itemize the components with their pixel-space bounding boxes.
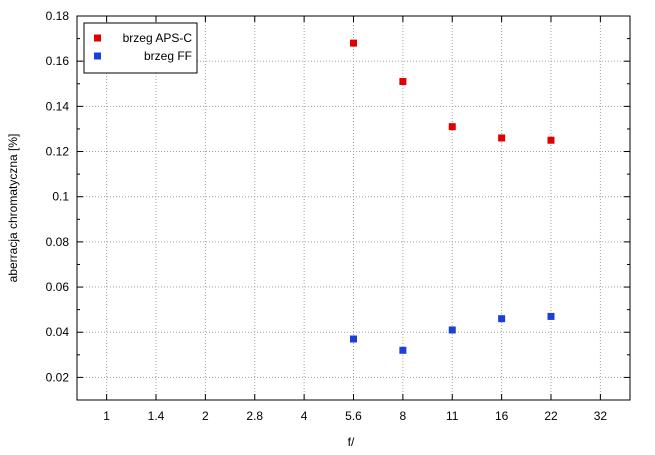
y-tick-label: 0.16 (46, 54, 70, 68)
legend-box (83, 22, 198, 74)
x-tick-label: 1.4 (148, 409, 165, 423)
legend-marker-series-1 (94, 34, 101, 42)
data-point-series-2 (350, 335, 357, 343)
data-point-series-2 (448, 326, 456, 334)
data-point-series-1 (448, 123, 456, 131)
x-axis-title: f/ (348, 435, 355, 449)
data-point-series-1 (547, 136, 555, 144)
legend-label-series-2: brzeg FF (144, 49, 192, 63)
x-tick-label: 5.6 (345, 409, 362, 423)
grid-lines (77, 15, 630, 400)
y-tick-label: 0.18 (46, 9, 70, 23)
legend-label-series-1: brzeg APS-C (123, 31, 193, 45)
axis-ticks: 0.02 0.04 0.06 0.08 0.1 0.12 0.14 0.16 0.18 1 1.4 2… (46, 9, 630, 423)
y-axis-title: aberracja chromatyczna [%] (6, 134, 20, 283)
y-tick-label: 0.1 (52, 190, 69, 204)
data-point-series-2 (498, 315, 506, 323)
x-tick-label: 2.8 (246, 409, 263, 423)
y-tick-label: 0.06 (46, 280, 70, 294)
x-tick-label: 16 (495, 409, 509, 423)
data-markers (350, 39, 555, 354)
y-tick-label: 0.14 (46, 99, 70, 113)
y-tick-label: 0.12 (46, 145, 70, 159)
legend-marker-series-2 (94, 52, 101, 60)
y-tick-label: 0.02 (46, 370, 70, 384)
y-tick-label: 0.08 (46, 235, 70, 249)
x-tick-label: 8 (400, 409, 407, 423)
data-point-series-1 (399, 78, 407, 86)
x-tick-label: 32 (594, 409, 608, 423)
x-tick-label: 1 (103, 409, 110, 423)
x-tick-label: 22 (544, 409, 558, 423)
data-point-series-1 (498, 134, 506, 142)
x-tick-label: 4 (301, 409, 308, 423)
data-point-series-2 (547, 312, 555, 320)
data-point-series-2 (399, 346, 407, 354)
y-tick-label: 0.04 (46, 325, 70, 339)
legend: brzeg APS-C brzeg FF (83, 22, 198, 74)
x-tick-label: 11 (446, 409, 459, 423)
data-point-series-1 (350, 39, 357, 47)
x-tick-label: 2 (202, 409, 209, 423)
